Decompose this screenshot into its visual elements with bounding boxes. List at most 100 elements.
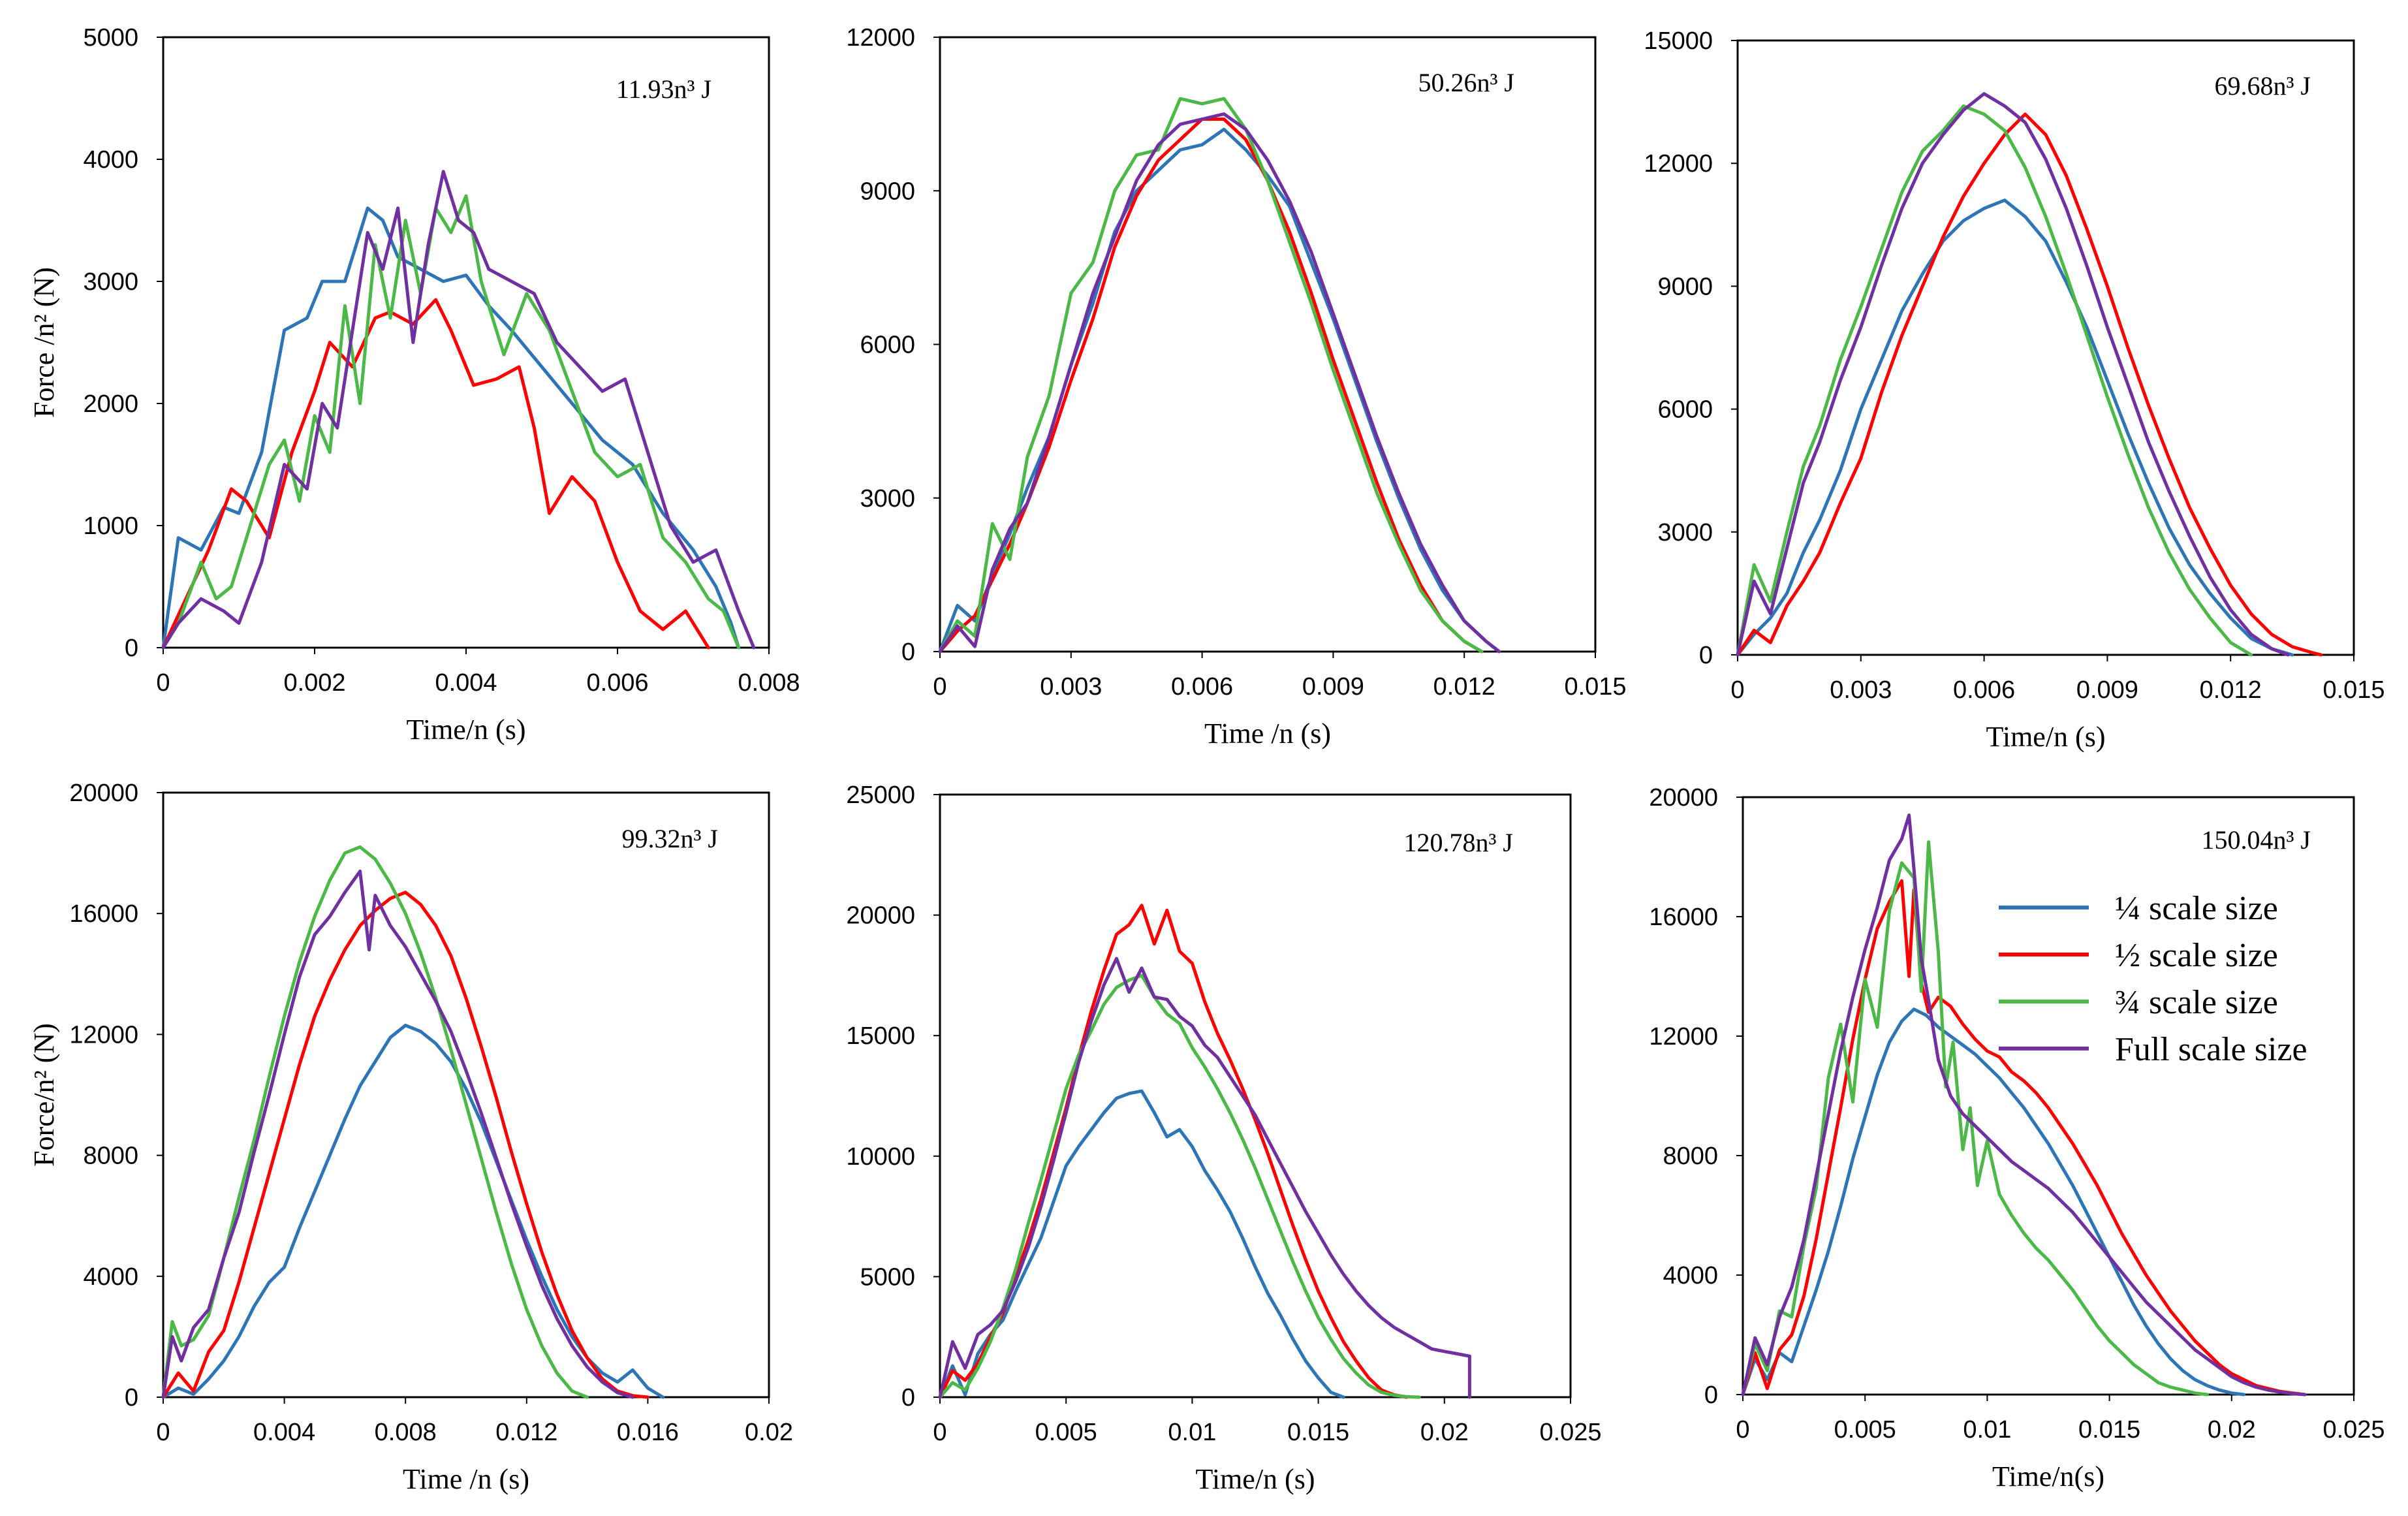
y-axis-label: Force /n² (N) — [28, 267, 60, 418]
x-axis-label: Time /n (s) — [1204, 718, 1331, 750]
y-tick-label: 3000 — [860, 485, 915, 513]
x-tick-label: 0.003 — [1830, 676, 1892, 704]
x-tick-label: 0.015 — [2322, 676, 2385, 704]
legend-label-2: ½ scale size — [2115, 937, 2278, 974]
x-tick-label: 0.012 — [495, 1419, 557, 1446]
series-line-3 — [1736, 104, 2253, 657]
y-tick-label: 4000 — [83, 1263, 138, 1291]
x-tick-label: 0.015 — [1287, 1419, 1349, 1446]
plot-frame — [939, 793, 1572, 1398]
y-tick-label: 2000 — [83, 390, 138, 418]
y-tick-label: 3000 — [83, 268, 138, 296]
series-line-1 — [1741, 1007, 2245, 1397]
x-tick-label: 0 — [933, 1419, 946, 1446]
y-tick-label: 1000 — [83, 513, 138, 540]
series-line-3 — [938, 97, 1484, 654]
x-tick-label: 0 — [1736, 1416, 1749, 1444]
x-tick-label: 0 — [1730, 676, 1744, 704]
x-tick-label: 0.005 — [1834, 1416, 1896, 1444]
x-tick-label: 0.02 — [745, 1419, 793, 1446]
x-tick-label: 0.008 — [375, 1419, 437, 1446]
series-line-3 — [1741, 840, 2209, 1397]
x-tick-label: 0.006 — [1953, 676, 2015, 704]
y-tick-label: 0 — [901, 1384, 915, 1412]
series-line-2 — [161, 891, 649, 1399]
y-tick-label: 5000 — [860, 1263, 915, 1291]
x-tick-label: 0 — [156, 669, 170, 697]
x-tick-label: 0.006 — [1171, 673, 1233, 701]
y-tick-label: 6000 — [860, 332, 915, 359]
series-line-2 — [1741, 879, 2307, 1397]
x-axis-label: Time/n (s) — [407, 714, 526, 746]
y-tick-label: 0 — [901, 639, 915, 666]
y-tick-label: 4000 — [83, 146, 138, 174]
y-axis-label: Force/n² (N) — [28, 1023, 60, 1167]
y-tick-label: 12000 — [1649, 1023, 1718, 1050]
x-tick-label: 0.002 — [283, 669, 345, 697]
energy-annotation: 99.32n³ J — [621, 824, 718, 853]
series-line-4 — [1736, 92, 2290, 657]
plot-frame — [162, 791, 770, 1398]
x-tick-label: 0.012 — [2200, 676, 2262, 704]
x-tick-label: 0.025 — [2322, 1416, 2385, 1444]
chart-panel-6: 0 0.005 0.01 0.015 0.02 0.025 0 4000 8000 12000 16… — [1649, 784, 2385, 1492]
x-tick-label: 0.009 — [1302, 673, 1364, 701]
series-line-4 — [161, 170, 756, 650]
plot-frame — [1736, 39, 2355, 656]
x-tick-label: 0.012 — [1433, 673, 1495, 701]
legend-label-3: ¾ scale size — [2115, 984, 2278, 1021]
x-tick-label: 0.015 — [1564, 673, 1626, 701]
x-tick-label: 0.004 — [435, 669, 497, 697]
y-tick-label: 12000 — [846, 24, 915, 52]
energy-annotation: 120.78n³ J — [1403, 828, 1513, 857]
y-tick-label: 9000 — [1657, 273, 1713, 300]
series-line-2 — [938, 118, 1484, 654]
legend-label-4: Full scale size — [2115, 1031, 2307, 1068]
legend-label-1: ¼ scale size — [2115, 890, 2278, 927]
x-axis-label: Time/n (s) — [1196, 1463, 1315, 1495]
y-tick-label: 15000 — [846, 1022, 915, 1050]
y-tick-label: 15000 — [1644, 27, 1713, 55]
plot-frame — [939, 36, 1597, 653]
x-tick-label: 0.016 — [617, 1419, 679, 1446]
x-tick-label: 0.02 — [1420, 1419, 1469, 1446]
y-tick-label: 20000 — [846, 902, 915, 930]
series-line-1 — [938, 1089, 1345, 1399]
y-tick-label: 12000 — [69, 1021, 138, 1049]
y-tick-label: 0 — [125, 635, 138, 662]
x-tick-label: 0 — [933, 673, 946, 701]
series-line-1 — [161, 206, 741, 650]
series-line-3 — [938, 973, 1421, 1399]
chart-panel-1: 0 0.002 0.004 0.006 0.008 0 1000 2000 3000 4000 50… — [28, 24, 800, 746]
y-tick-label: 4000 — [1663, 1262, 1718, 1289]
y-tick-label: 12000 — [1644, 150, 1713, 178]
x-tick-label: 0.009 — [2076, 676, 2138, 704]
y-tick-label: 10000 — [846, 1143, 915, 1171]
x-tick-label: 0.003 — [1040, 673, 1102, 701]
legend: ¼ scale size ½ scale size ¾ scale size Full… — [1999, 890, 2307, 1068]
y-tick-label: 20000 — [69, 780, 138, 807]
series-line-2 — [1736, 112, 2323, 657]
chart-panel-3: 0 0.003 0.006 0.009 0.012 0.015 0 3000 6000 9000 1… — [1644, 27, 2385, 753]
x-tick-label: 0.01 — [1168, 1419, 1216, 1446]
energy-annotation: 69.68n³ J — [2214, 71, 2311, 101]
energy-annotation: 50.26n³ J — [1418, 68, 1514, 97]
y-tick-label: 3000 — [1657, 519, 1713, 546]
x-tick-label: 0.02 — [2208, 1416, 2256, 1444]
y-tick-label: 6000 — [1657, 396, 1713, 424]
chart-panel-5: 0 0.005 0.01 0.015 0.02 0.025 0 5000 10000 15000 2… — [846, 782, 1601, 1495]
series-line-3 — [161, 194, 741, 650]
series-line-4 — [1741, 813, 2307, 1397]
y-tick-label: 5000 — [83, 24, 138, 52]
y-tick-label: 8000 — [83, 1143, 138, 1170]
series-line-4 — [938, 112, 1501, 654]
x-axis-label: Time /n (s) — [403, 1463, 529, 1495]
series-line-1 — [1736, 198, 2294, 657]
energy-annotation: 150.04n³ J — [2201, 825, 2311, 855]
x-tick-label: 0.004 — [253, 1419, 315, 1446]
y-tick-label: 16000 — [69, 900, 138, 928]
x-tick-label: 0.006 — [586, 669, 648, 697]
y-tick-label: 8000 — [1663, 1143, 1718, 1170]
series-line-2 — [938, 904, 1409, 1399]
